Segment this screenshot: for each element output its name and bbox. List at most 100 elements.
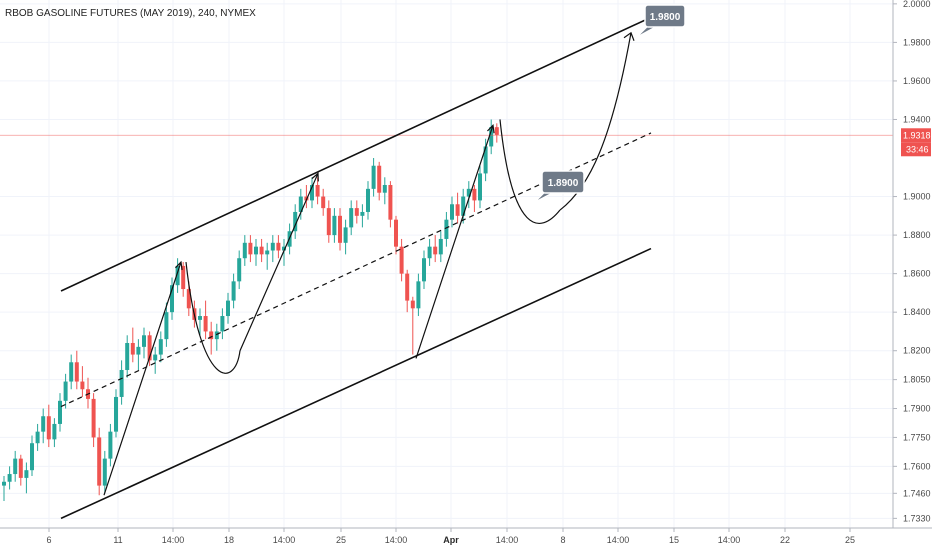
candle[interactable]	[433, 235, 438, 263]
candle[interactable]	[338, 208, 342, 251]
candle[interactable]	[231, 273, 236, 309]
candle[interactable]	[265, 242, 270, 270]
candle[interactable]	[366, 181, 370, 220]
candle[interactable]	[147, 331, 152, 367]
candle[interactable]	[466, 181, 471, 209]
candle[interactable]	[422, 250, 426, 290]
candle-body	[349, 208, 354, 228]
candle[interactable]	[41, 408, 46, 444]
candle[interactable]	[416, 273, 421, 317]
candle[interactable]	[30, 435, 34, 476]
candle[interactable]	[119, 360, 124, 405]
candle[interactable]	[164, 302, 169, 347]
candle[interactable]	[282, 238, 286, 266]
candle[interactable]	[455, 192, 460, 224]
candle[interactable]	[461, 188, 466, 224]
candle[interactable]	[18, 454, 23, 486]
candle[interactable]	[125, 335, 130, 378]
candle[interactable]	[270, 235, 275, 263]
candle[interactable]	[226, 292, 230, 324]
candle[interactable]	[276, 235, 281, 259]
candle[interactable]	[310, 177, 314, 209]
time-axis-panel[interactable]	[0, 528, 932, 550]
candle[interactable]	[377, 161, 382, 201]
callout-1890[interactable]: 1.8900	[534, 170, 585, 203]
price-axis-panel[interactable]	[893, 0, 932, 528]
candle[interactable]	[472, 184, 477, 212]
candle[interactable]	[7, 466, 12, 490]
candle[interactable]	[321, 188, 326, 216]
impulse-arrow-1[interactable]	[103, 260, 183, 496]
candle[interactable]	[46, 404, 51, 448]
candle[interactable]	[52, 418, 57, 448]
candle[interactable]	[58, 393, 62, 432]
candle[interactable]	[478, 165, 482, 209]
candle[interactable]	[410, 296, 415, 355]
candle[interactable]	[175, 258, 180, 293]
pullback-curve-1[interactable]	[185, 262, 241, 374]
candle[interactable]	[259, 238, 264, 263]
pullback-curve-2[interactable]	[499, 119, 561, 224]
candle[interactable]	[343, 219, 348, 255]
candle[interactable]	[142, 327, 146, 359]
candle[interactable]	[170, 277, 174, 320]
candle[interactable]	[399, 238, 404, 282]
candle[interactable]	[214, 323, 219, 351]
candle[interactable]	[102, 450, 107, 494]
impulse-arrow-2[interactable]	[239, 172, 319, 351]
candle[interactable]	[405, 269, 410, 313]
candle[interactable]	[444, 211, 449, 247]
candle[interactable]	[237, 250, 242, 290]
candle-body	[7, 474, 12, 482]
projection-arrow[interactable]	[559, 31, 635, 211]
impulse-arrow-3[interactable]	[415, 123, 495, 359]
candle-body	[433, 246, 438, 255]
candle[interactable]	[293, 204, 298, 239]
candle[interactable]	[114, 389, 118, 438]
candle[interactable]	[80, 366, 85, 397]
lower-channel-line[interactable]	[60, 247, 652, 520]
candle[interactable]	[91, 393, 96, 448]
candle[interactable]	[494, 123, 499, 143]
candle[interactable]	[394, 215, 398, 255]
candle-body	[91, 398, 96, 438]
candle[interactable]	[130, 327, 135, 363]
candle-body	[30, 443, 34, 471]
candle[interactable]	[136, 339, 141, 370]
candle[interactable]	[354, 200, 359, 224]
callout-1980[interactable]: 1.9800	[636, 4, 686, 38]
candle[interactable]	[220, 308, 225, 340]
candle[interactable]	[198, 308, 202, 336]
upper-channel-line[interactable]	[60, 16, 652, 292]
candle[interactable]	[203, 300, 208, 340]
candle[interactable]	[298, 188, 303, 220]
candle[interactable]	[2, 475, 6, 502]
candle[interactable]	[360, 204, 365, 228]
candle[interactable]	[158, 331, 163, 363]
candle[interactable]	[69, 354, 74, 390]
candle[interactable]	[489, 119, 494, 155]
candle[interactable]	[371, 158, 376, 197]
candle[interactable]	[450, 196, 454, 228]
candle[interactable]	[24, 462, 29, 494]
candle[interactable]	[209, 321, 214, 355]
candle[interactable]	[13, 450, 18, 482]
candle[interactable]	[181, 262, 186, 297]
candle[interactable]	[254, 238, 258, 266]
candle[interactable]	[248, 235, 253, 263]
candle[interactable]	[427, 238, 432, 266]
candle[interactable]	[382, 177, 387, 205]
candle[interactable]	[35, 423, 40, 451]
candle[interactable]	[153, 346, 158, 374]
candle[interactable]	[315, 177, 320, 205]
candle[interactable]	[349, 200, 354, 236]
candle[interactable]	[388, 181, 393, 228]
candle[interactable]	[332, 208, 337, 243]
candle[interactable]	[63, 373, 68, 409]
candle[interactable]	[242, 235, 247, 266]
candle[interactable]	[108, 423, 113, 467]
candle[interactable]	[438, 231, 443, 263]
candle[interactable]	[74, 350, 79, 390]
candle[interactable]	[97, 427, 102, 496]
candle[interactable]	[326, 200, 331, 243]
